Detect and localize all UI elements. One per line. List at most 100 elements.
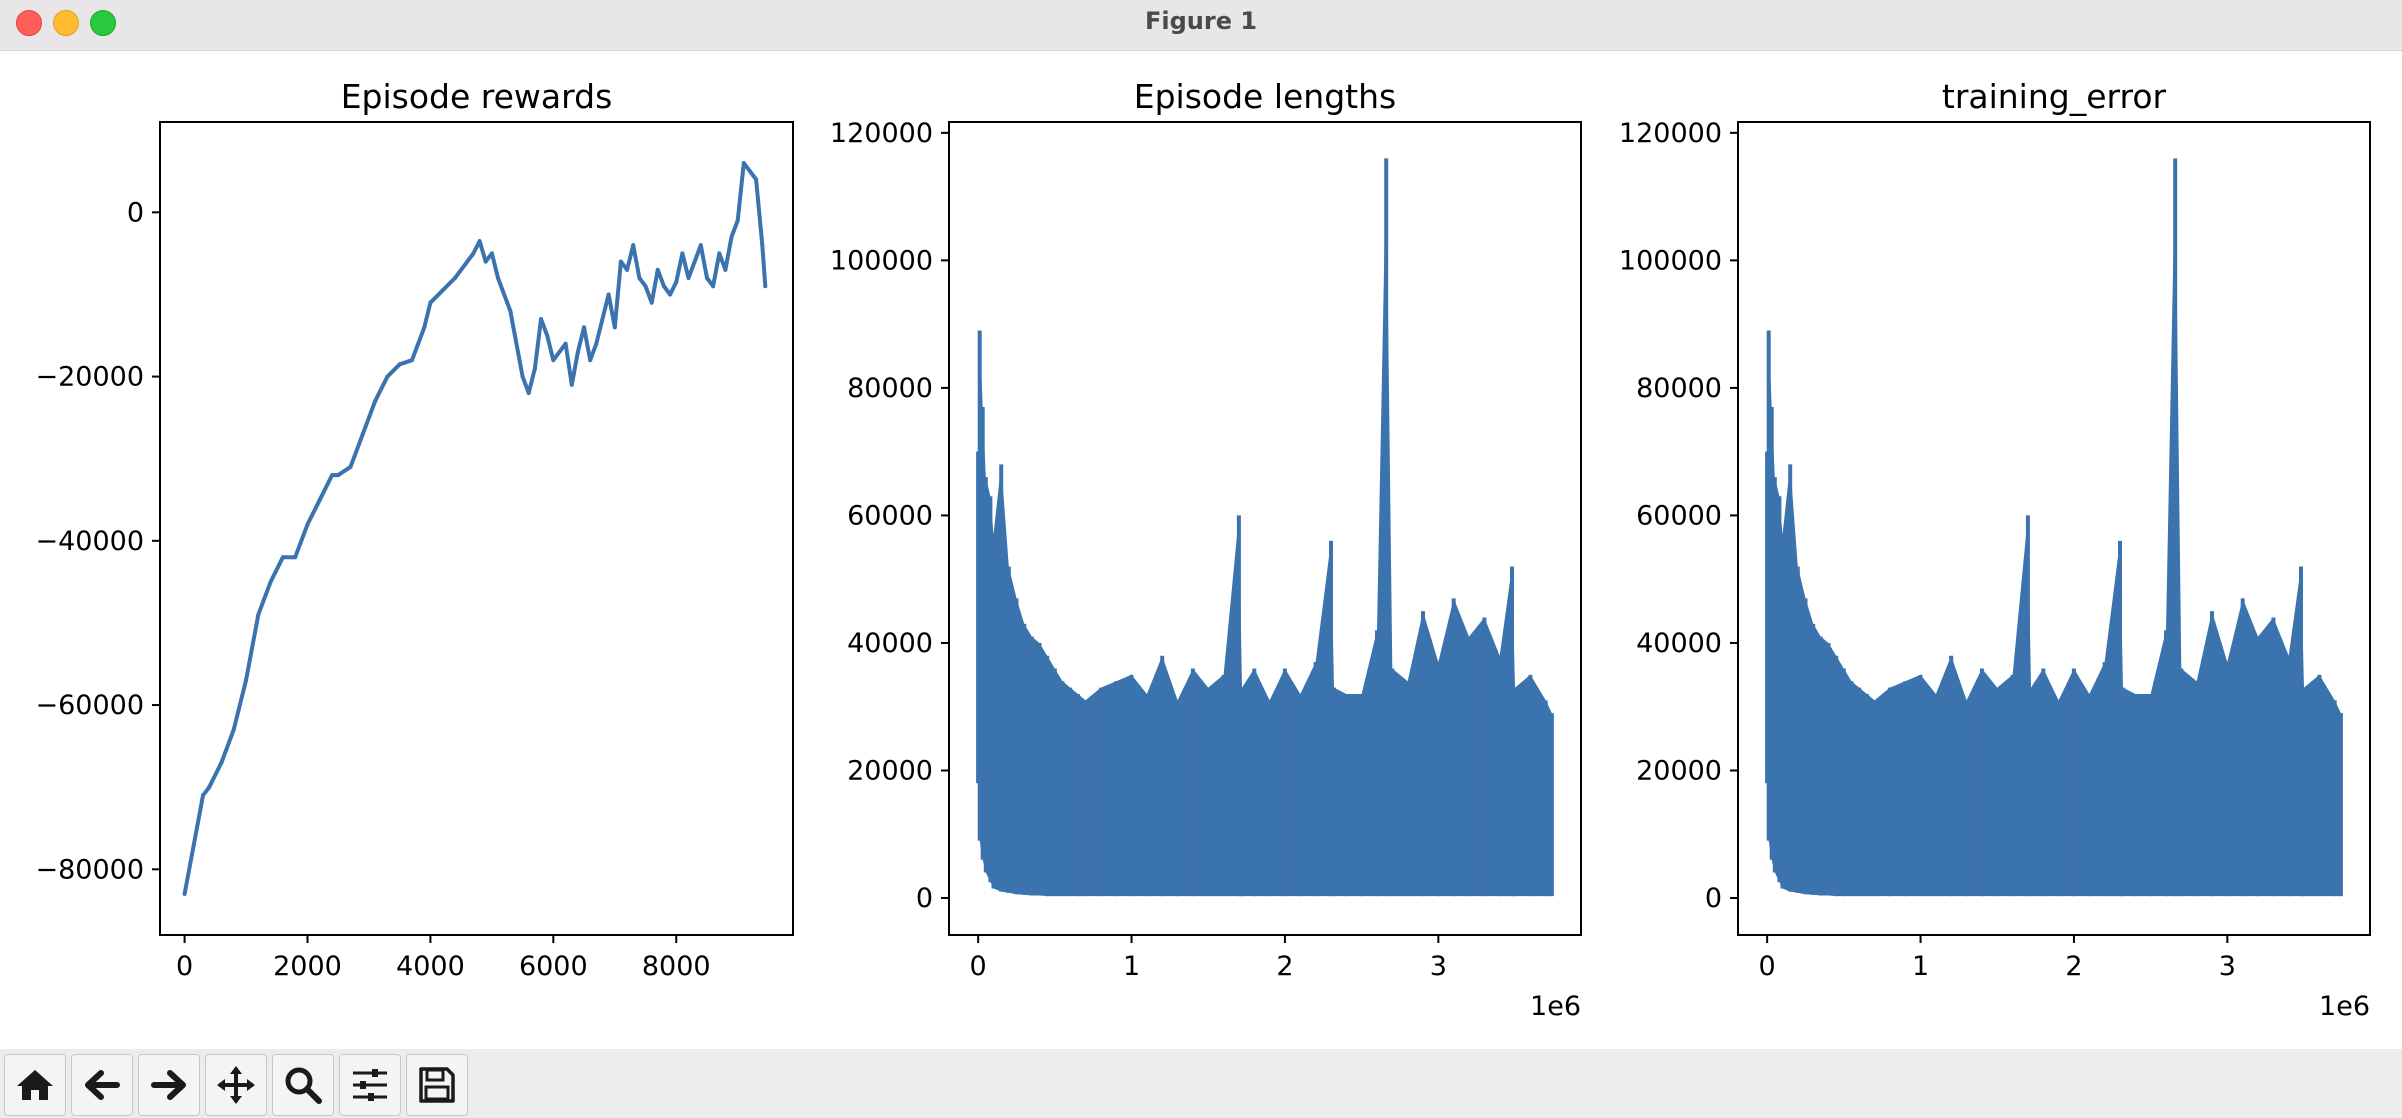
data-point — [231, 727, 236, 732]
y-tick-label: 100000 — [1619, 245, 1722, 276]
x-tick-label: 1 — [1123, 951, 1140, 982]
data-point — [360, 432, 365, 437]
floppy-disk-icon — [419, 1067, 455, 1103]
y-tick-label: −80000 — [35, 854, 144, 885]
data-point — [692, 259, 697, 264]
y-tick-label: 0 — [1705, 883, 1722, 914]
data-point — [293, 555, 298, 560]
x-tick-label: 3 — [2219, 951, 2236, 982]
subplot-1: Episode rewards 0 2000 4000 6000 8000 0 −20000 −… — [35, 77, 794, 982]
data-point — [539, 317, 544, 322]
y-tick-label: 80000 — [847, 373, 933, 404]
subplot-3: training_error 0 1 2 3 0 20000 40000 60000 80000 1… — [1619, 77, 2371, 1022]
data-point — [348, 464, 353, 469]
data-point — [747, 169, 752, 174]
data-point — [649, 300, 654, 305]
y-tick-label: 80000 — [1636, 373, 1722, 404]
back-button[interactable] — [71, 1054, 133, 1116]
navigation-toolbar — [0, 1049, 2402, 1118]
data-point — [631, 243, 636, 248]
data-point — [661, 284, 666, 289]
x-offset-label: 1e6 — [1530, 991, 1581, 1022]
data-point — [207, 785, 212, 790]
x-tick-label: 2 — [1276, 951, 1293, 982]
data-point — [520, 374, 525, 379]
y-tick-label: 120000 — [830, 118, 933, 149]
data-point — [594, 341, 599, 346]
y-tick-label: −40000 — [35, 526, 144, 557]
minimize-window-button[interactable] — [53, 10, 79, 36]
configure-subplots-button[interactable] — [339, 1054, 401, 1116]
chart-title: training_error — [1942, 77, 2167, 116]
data-point — [612, 325, 617, 330]
home-icon — [17, 1070, 53, 1100]
magnifier-icon — [285, 1067, 322, 1104]
forward-button[interactable] — [138, 1054, 200, 1116]
y-tick-label: 20000 — [1636, 755, 1722, 786]
data-point — [763, 284, 768, 289]
y-tick-label: 0 — [916, 883, 933, 914]
x-tick-label: 8000 — [642, 951, 711, 982]
data-point — [698, 243, 703, 248]
data-point — [182, 891, 187, 896]
data-point — [569, 382, 574, 387]
y-tick-label: 20000 — [847, 755, 933, 786]
chart-title: Episode lengths — [1134, 77, 1396, 116]
data-point — [563, 341, 568, 346]
chart-title: Episode rewards — [341, 77, 613, 116]
data-point — [704, 276, 709, 281]
data-point — [618, 259, 623, 264]
data-point — [440, 288, 445, 293]
arrow-right-icon — [151, 1070, 186, 1100]
data-point — [508, 308, 513, 313]
y-tick-label: 0 — [127, 197, 144, 228]
data-point — [729, 234, 734, 239]
pan-button[interactable] — [205, 1054, 267, 1116]
x-tick-label: 0 — [1759, 951, 1776, 982]
x-tick-label: 0 — [176, 951, 193, 982]
arrow-left-icon — [85, 1070, 120, 1100]
data-point — [409, 358, 414, 363]
x-tick-label: 2000 — [273, 951, 342, 982]
x-tick-label: 0 — [970, 951, 987, 982]
x-tick-label: 2 — [2065, 951, 2082, 982]
data-point — [625, 267, 630, 272]
series-line — [182, 161, 768, 895]
data-point — [422, 325, 427, 330]
maximize-window-button[interactable] — [90, 10, 116, 36]
data-point — [201, 793, 206, 798]
x-tick-label: 6000 — [519, 951, 588, 982]
data-point — [588, 358, 593, 363]
data-point — [373, 399, 378, 404]
x-tick-label: 3 — [1430, 951, 1447, 982]
y-tick-label: 40000 — [1636, 628, 1722, 659]
data-point — [735, 218, 740, 223]
zoom-button[interactable] — [272, 1054, 334, 1116]
data-point — [674, 280, 679, 285]
data-point — [582, 325, 587, 330]
data-point — [723, 267, 728, 272]
x-offset-label: 1e6 — [2319, 991, 2370, 1022]
data-point — [741, 161, 746, 166]
x-tick-label: 4000 — [396, 951, 465, 982]
sliders-icon — [353, 1069, 387, 1101]
data-point — [680, 251, 685, 256]
data-point — [477, 239, 482, 244]
data-point — [385, 374, 390, 379]
data-point — [643, 284, 648, 289]
data-point — [668, 292, 673, 297]
y-tick-label: 120000 — [1619, 118, 1722, 149]
save-button[interactable] — [406, 1054, 468, 1116]
data-point — [256, 612, 261, 617]
close-window-button[interactable] — [16, 10, 42, 36]
data-point — [686, 276, 691, 281]
y-tick-label: 60000 — [1636, 500, 1722, 531]
data-point — [330, 473, 335, 478]
data-point — [191, 842, 196, 847]
data-point — [452, 276, 457, 281]
home-button[interactable] — [4, 1054, 66, 1116]
data-point — [754, 177, 759, 182]
y-tick-label: −60000 — [35, 690, 144, 721]
data-point — [268, 579, 273, 584]
